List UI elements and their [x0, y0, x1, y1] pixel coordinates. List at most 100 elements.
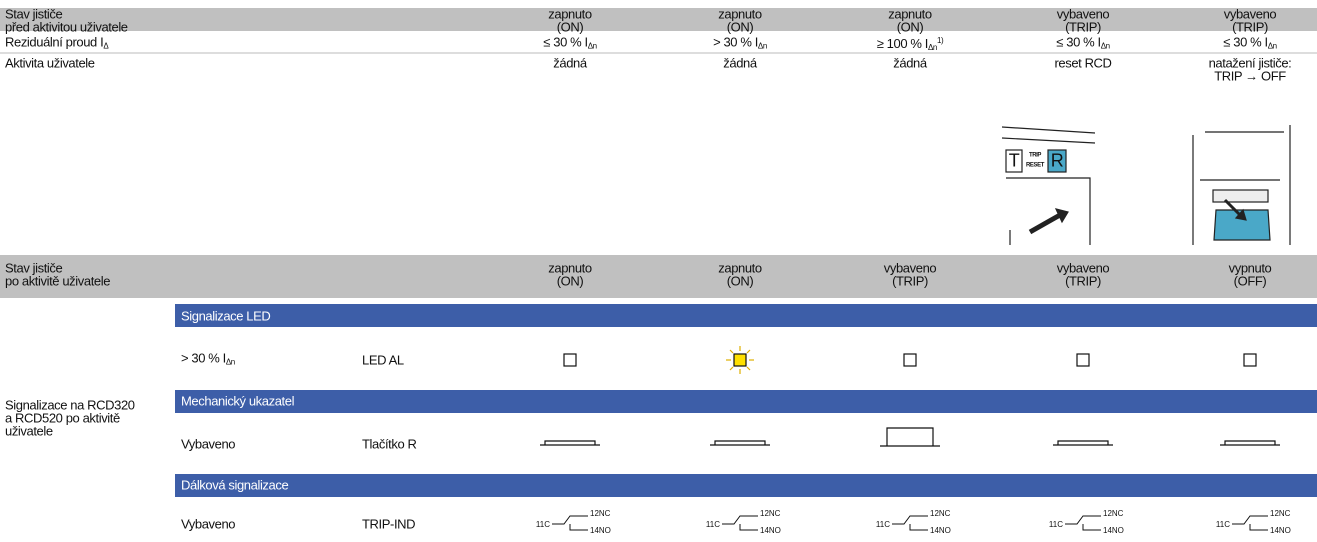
contact-label: 14NO [1103, 526, 1124, 535]
cell: žádná [553, 55, 587, 71]
text-part: 1) [936, 36, 944, 45]
illustration-label: RESET [1025, 162, 1045, 169]
cell: ≤ 30 % IΔn [543, 34, 597, 53]
section-title: Dálková signalizace [181, 477, 289, 493]
contact-label: 11C [1049, 520, 1063, 529]
illustration-label: TRIP [1028, 152, 1042, 159]
contact-label: 11C [706, 520, 720, 529]
cell: ≥ 100 % IΔn1) [877, 34, 944, 54]
column-header: (TRIP) [1065, 19, 1101, 35]
contact [722, 515, 758, 531]
contact-label: 14NO [1270, 526, 1291, 535]
condition: > 30 % IΔn [181, 352, 235, 369]
contact-label: 11C [536, 520, 550, 529]
text-part: Reziduální proud I [5, 34, 104, 50]
cell: reset RCD [1054, 55, 1112, 71]
column-header: (OFF) [1233, 273, 1267, 289]
column-header: (ON) [556, 273, 584, 289]
row-header: Stav jističe [5, 6, 63, 22]
contact [552, 515, 588, 531]
illustration-label: R [1050, 150, 1064, 171]
text-part: Δ [103, 41, 109, 51]
reset-illustration [1001, 126, 1096, 245]
text-part: ≤ 30 % I [1223, 34, 1268, 50]
contact-label: 12NC [760, 509, 781, 518]
column-header: (ON) [726, 273, 754, 289]
contact-symbols: 11C 12NC 14NO 11C 12NC 14NO 11C 12NC 14NO 11C 12NC… [536, 509, 1291, 535]
text-part: Vybaveno [181, 516, 236, 532]
header-band [0, 8, 1317, 31]
indicator-symbols [540, 427, 1280, 447]
column-header: zapnuto [548, 6, 592, 22]
condition: Vybaveno [181, 436, 236, 452]
text-part: ≤ 30 % I [1056, 34, 1101, 50]
text-part: Vybaveno [181, 436, 236, 452]
text-part: > 30 % I [181, 350, 226, 366]
contact-label: 11C [876, 520, 890, 529]
element: TRIP-IND [362, 516, 416, 532]
column-header: zapnuto [548, 260, 592, 276]
column-header: vybaveno [1223, 6, 1277, 22]
row-header: Stav jističe [5, 260, 63, 276]
text-part: ≥ 100 % I [876, 36, 929, 51]
row-header: po aktivitě uživatele [5, 273, 111, 289]
column-header: (TRIP) [1065, 273, 1101, 289]
contact-label: 12NC [590, 509, 611, 518]
column-header: (ON) [726, 19, 754, 35]
column-header: vybaveno [1056, 260, 1110, 276]
header-band [0, 255, 1317, 298]
column-header: zapnuto [718, 260, 762, 276]
column-header: (TRIP) [1232, 19, 1268, 35]
illustration-label: T [1008, 150, 1020, 171]
column-header: (ON) [896, 19, 924, 35]
contact-label: 11C [1216, 520, 1230, 529]
row-header: před aktivitou uživatele [5, 19, 128, 35]
text-part: Δn [757, 41, 767, 51]
row-header: uživatele [5, 423, 53, 439]
column-header: zapnuto [718, 6, 762, 22]
text-part: Δn [1267, 41, 1277, 51]
contact-label: 12NC [930, 509, 951, 518]
text-part: ≤ 30 % I [543, 34, 588, 50]
lever-illustration [1192, 125, 1291, 245]
column-header: (ON) [556, 19, 584, 35]
cell: žádná [893, 55, 927, 71]
text-part: Δn [587, 41, 597, 51]
contact-label: 12NC [1103, 509, 1124, 518]
text-part: Δn [927, 43, 937, 52]
row-header: a RCD520 po aktivitě [5, 410, 120, 426]
section-band [175, 474, 1317, 497]
contact-label: 14NO [760, 526, 781, 535]
contact-label: 14NO [590, 526, 611, 535]
cell: žádná [723, 55, 757, 71]
column-header: (TRIP) [892, 273, 928, 289]
column-header: vybaveno [1056, 6, 1110, 22]
text-part: Δn [225, 357, 235, 367]
cell: > 30 % IΔn [713, 36, 767, 53]
column-header: vybaveno [883, 260, 937, 276]
section-band [175, 304, 1317, 327]
element: LED AL [362, 352, 404, 368]
column-header: vypnuto [1228, 260, 1272, 276]
cell: TRIP → OFF [1214, 68, 1286, 84]
element: Tlačítko R [362, 436, 417, 452]
column-header: zapnuto [888, 6, 932, 22]
contact [1065, 515, 1101, 531]
contact-label: 14NO [930, 526, 951, 535]
contact [1232, 515, 1268, 531]
row-header: Signalizace na RCD320 [5, 397, 135, 413]
section-title: Signalizace LED [181, 308, 271, 324]
contact [892, 515, 928, 531]
cell: ≤ 30 % IΔn [1223, 34, 1277, 53]
section-band [175, 390, 1317, 413]
contact-label: 12NC [1270, 509, 1291, 518]
condition: Vybaveno [181, 516, 236, 532]
row-header: Aktivita uživatele [5, 55, 95, 71]
section-title: Mechanický ukazatel [181, 393, 295, 409]
text-part: Δn [1100, 41, 1110, 51]
led-symbols [563, 346, 1257, 374]
cell: natažení jističe: [1208, 55, 1292, 71]
text-part: > 30 % I [713, 34, 758, 50]
